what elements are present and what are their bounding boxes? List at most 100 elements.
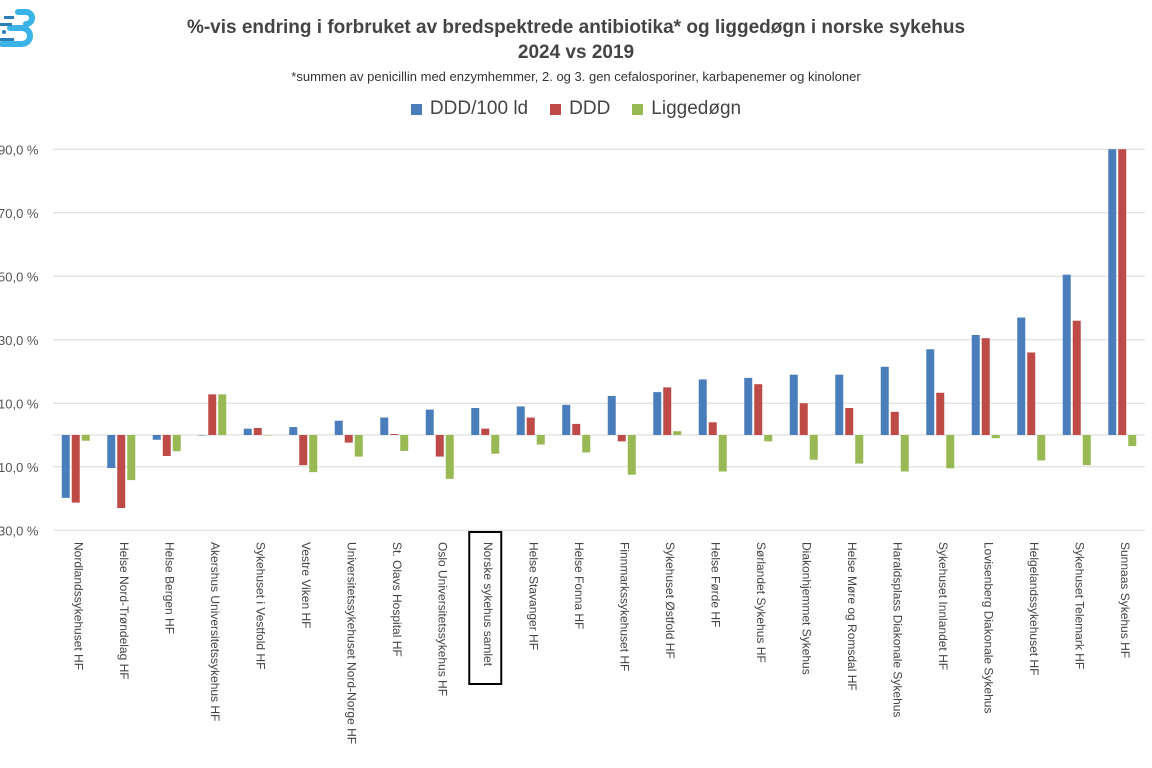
- legend-swatch: [632, 103, 644, 115]
- bar-ligged-gn: [627, 435, 636, 475]
- bar-ligged-gn: [127, 435, 136, 481]
- bar-ligged-gn: [263, 435, 272, 436]
- bar-ddd-100-ld: [653, 392, 662, 435]
- legend-item-liggedogn: Liggedøgn: [632, 98, 741, 120]
- bar-ddd: [799, 403, 808, 435]
- x-tick-label: St. Olavs Hospital HF: [390, 542, 404, 657]
- bar-ddd: [708, 422, 717, 435]
- x-tick-label: Helse Førde HF: [709, 542, 723, 627]
- bar-ddd: [117, 435, 126, 509]
- x-tick-label: Sørlandet Sykehus HF: [754, 542, 768, 663]
- bar-ligged-gn: [1082, 435, 1091, 466]
- bar-ddd-100-ld: [926, 349, 935, 435]
- x-tick-label: Helse Stavanger HF: [527, 542, 541, 650]
- legend-item-ddd: DDD: [550, 98, 610, 120]
- bar-ligged-gn: [309, 435, 318, 473]
- x-tick-label: Sykehuset Innlandet HF: [936, 542, 950, 670]
- x-tick-label: Helse Fonna HF: [572, 542, 586, 629]
- y-tick-label: 30,0 %: [0, 523, 39, 538]
- bar-ddd: [572, 423, 581, 435]
- x-tick-label: Diakonhjemmet Sykehus: [800, 542, 814, 675]
- bar-ddd-100-ld: [562, 404, 571, 435]
- legend: DDD/100 ld DDD Liggedøgn: [0, 98, 1152, 120]
- bar-ddd: [981, 338, 990, 435]
- bar-ddd-100-ld: [516, 406, 525, 435]
- bar-ligged-gn: [1037, 435, 1046, 461]
- y-tick-label: 70,0 %: [0, 206, 39, 221]
- bar-ddd: [1027, 352, 1036, 435]
- bar-ddd-100-ld: [334, 420, 343, 435]
- bar-ddd: [526, 417, 535, 435]
- x-tick-label: Helse Nord-Trøndelag HF: [117, 542, 131, 680]
- bar-ddd-100-ld: [289, 427, 298, 435]
- bar-ddd-100-ld: [471, 408, 480, 435]
- bar-ddd-100-ld: [744, 377, 753, 435]
- logo-icon: [0, 9, 35, 47]
- y-tick-label: 90,0 %: [0, 142, 39, 157]
- bar-ddd-100-ld: [607, 395, 616, 435]
- y-tick-label: 50,0 %: [0, 269, 39, 284]
- legend-swatch: [550, 103, 562, 115]
- bar-ligged-gn: [582, 435, 591, 453]
- x-tick-label: Helse Møre og Romsdal HF: [845, 542, 859, 691]
- x-tick-label: Universitetssykehuset Nord-Norge HF: [345, 542, 359, 744]
- legend-swatch: [410, 103, 422, 115]
- x-tick-label: Helgelandssykehuset HF: [1027, 542, 1041, 675]
- bar-ligged-gn: [809, 435, 818, 460]
- bar-ddd: [162, 435, 171, 456]
- bar-ligged-gn: [1128, 435, 1137, 447]
- bar-ddd: [253, 428, 262, 435]
- bar-ligged-gn: [991, 435, 1000, 439]
- bar-ligged-gn: [946, 435, 955, 469]
- legend-item-ddd100: DDD/100 ld: [410, 98, 529, 120]
- bar-ddd-100-ld: [425, 409, 434, 435]
- bar-ligged-gn: [764, 435, 773, 442]
- bar-ddd: [1118, 149, 1127, 435]
- legend-label: DDD: [569, 98, 611, 119]
- legend-label: DDD/100 ld: [429, 98, 529, 119]
- x-tick-label: Helse Bergen HF: [163, 542, 177, 634]
- bar-ddd: [299, 435, 308, 466]
- x-tick-label: Finnmarkssykehuset HF: [618, 542, 632, 671]
- bar-ddd-100-ld: [152, 435, 161, 440]
- bar-ddd: [344, 435, 353, 443]
- chart-title: %-vis endring i forbruket av bredspektre…: [186, 17, 966, 38]
- y-tick-label: 10,0 %: [0, 460, 39, 475]
- x-tick-label: Nordlandssykehuset HF: [72, 542, 86, 670]
- bar-ddd-100-ld: [107, 435, 116, 469]
- x-tick-label: Sykehuset Østfold HF: [663, 542, 677, 659]
- legend-label: Liggedøgn: [651, 98, 742, 119]
- bar-ddd-100-ld: [1062, 274, 1071, 435]
- bar-ddd: [936, 392, 945, 435]
- bar-ddd-100-ld: [243, 428, 252, 435]
- bar-ddd: [845, 408, 854, 435]
- bar-ddd-100-ld: [1017, 317, 1026, 435]
- highlight-box: [468, 531, 503, 685]
- bar-ligged-gn: [445, 435, 454, 479]
- bar-ligged-gn: [718, 435, 727, 472]
- bar-ddd: [890, 411, 899, 435]
- x-tick-label: Oslo Universitetssykehus HF: [436, 542, 450, 696]
- bar-ligged-gn: [354, 435, 363, 457]
- bar-ligged-gn: [172, 435, 181, 452]
- x-tick-label: Sunnaas Sykehus HF: [1118, 542, 1132, 658]
- x-tick-label: Akershus Universitetssykehus HF: [208, 542, 222, 721]
- x-tick-label: Norske sykehus samlet: [481, 542, 495, 667]
- y-tick-label: 30,0 %: [0, 333, 39, 348]
- bar-ddd-100-ld: [971, 334, 980, 435]
- bar-ddd: [617, 435, 626, 442]
- chart-subtitle: *summen av penicillin med enzymhemmer, 2…: [291, 69, 861, 84]
- x-tick-label: Haraldsplass Diakonale Sykehus: [891, 542, 905, 717]
- bar-ligged-gn: [491, 435, 500, 454]
- bar-ligged-gn: [855, 435, 864, 464]
- bar-ddd: [435, 435, 444, 457]
- bar-ddd-100-ld: [198, 435, 207, 436]
- bar-ddd-100-ld: [835, 374, 844, 435]
- x-tick-label: Sykehuset i Vestfold HF: [254, 542, 268, 669]
- x-tick-label: Sykehuset Telemark HF: [1073, 542, 1087, 669]
- bar-ddd: [481, 428, 490, 435]
- chart-title-line2: 2024 vs 2019: [517, 42, 635, 63]
- bar-ddd-100-ld: [789, 374, 798, 435]
- bar-ddd-100-ld: [1108, 149, 1117, 435]
- bar-ddd: [1072, 320, 1081, 435]
